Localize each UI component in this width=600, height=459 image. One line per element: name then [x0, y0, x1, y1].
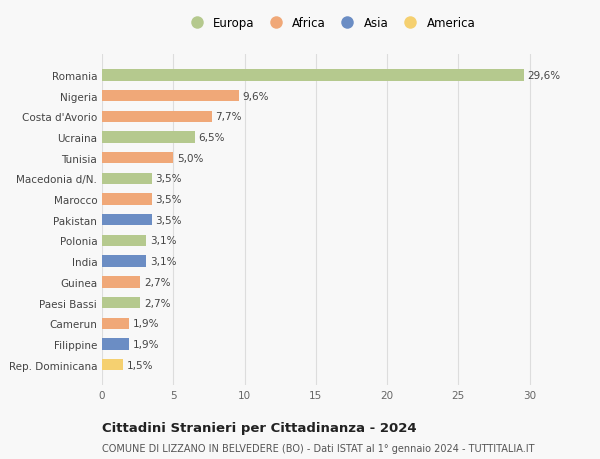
Text: 1,9%: 1,9%	[133, 339, 159, 349]
Text: 5,0%: 5,0%	[177, 153, 203, 163]
Bar	[102, 339, 129, 350]
Bar	[102, 215, 152, 226]
Bar	[102, 359, 124, 370]
Bar	[102, 256, 146, 267]
Bar	[102, 174, 152, 185]
Bar	[102, 112, 212, 123]
Text: 3,5%: 3,5%	[155, 195, 182, 205]
Text: 3,1%: 3,1%	[150, 236, 176, 246]
Text: 3,1%: 3,1%	[150, 257, 176, 267]
Bar	[102, 153, 173, 164]
Text: Cittadini Stranieri per Cittadinanza - 2024: Cittadini Stranieri per Cittadinanza - 2…	[102, 421, 416, 434]
Bar	[102, 70, 524, 81]
Legend: Europa, Africa, Asia, America: Europa, Africa, Asia, America	[182, 15, 478, 33]
Text: COMUNE DI LIZZANO IN BELVEDERE (BO) - Dati ISTAT al 1° gennaio 2024 - TUTTITALIA: COMUNE DI LIZZANO IN BELVEDERE (BO) - Da…	[102, 443, 535, 453]
Text: 7,7%: 7,7%	[215, 112, 242, 122]
Text: 3,5%: 3,5%	[155, 215, 182, 225]
Bar	[102, 132, 194, 143]
Text: 2,7%: 2,7%	[144, 277, 170, 287]
Bar	[102, 91, 239, 102]
Text: 6,5%: 6,5%	[198, 133, 224, 143]
Bar	[102, 194, 152, 205]
Text: 29,6%: 29,6%	[527, 71, 560, 81]
Text: 9,6%: 9,6%	[242, 91, 269, 101]
Bar	[102, 318, 129, 329]
Bar	[102, 277, 140, 288]
Text: 2,7%: 2,7%	[144, 298, 170, 308]
Bar	[102, 297, 140, 308]
Text: 3,5%: 3,5%	[155, 174, 182, 184]
Bar	[102, 235, 146, 246]
Text: 1,5%: 1,5%	[127, 360, 154, 370]
Text: 1,9%: 1,9%	[133, 319, 159, 329]
